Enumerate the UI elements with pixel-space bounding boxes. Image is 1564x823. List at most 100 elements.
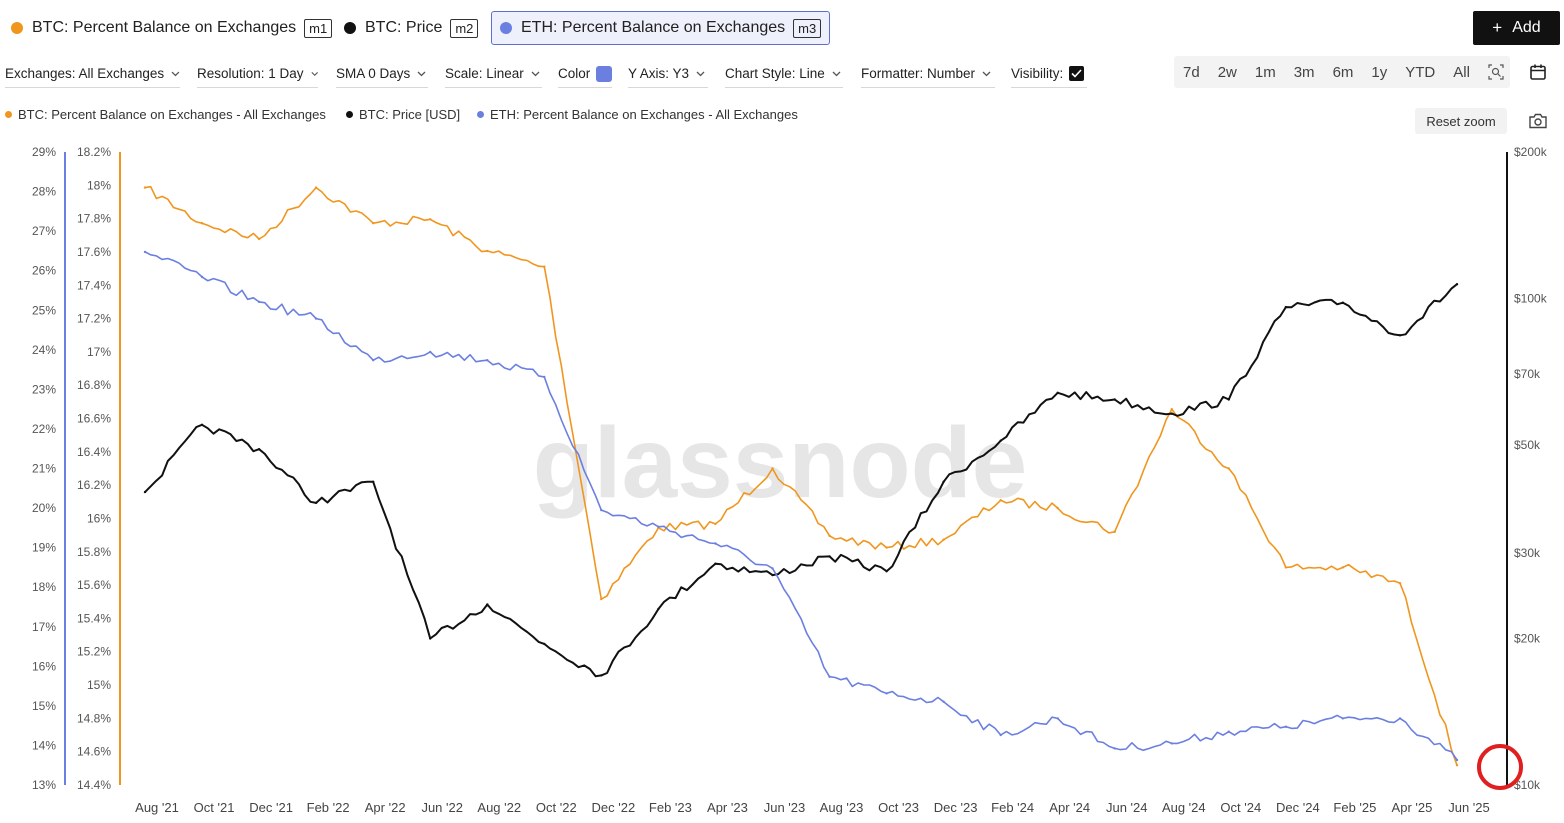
x-tick-label: Aug '23 [820,800,864,815]
series-line[interactable] [144,251,1458,761]
checkbox-checked-icon [1069,66,1085,81]
data-point [885,692,888,695]
add-metric-button[interactable]: + Add [1473,11,1560,45]
range-1y[interactable]: 1y [1371,63,1388,81]
y1-tick-label: 17% [32,620,56,634]
visibility-label: Visibility: [1011,66,1064,81]
color-picker[interactable]: Color [558,60,612,88]
y1-tick-label: 27% [32,224,56,238]
yaxis-label: Y Axis: Y3 [628,66,690,81]
data-point [257,448,261,451]
y1-tick-label: 13% [32,778,56,792]
data-point [314,501,318,505]
range-1m[interactable]: 1m [1254,63,1276,81]
x-tick-label: Feb '25 [1333,800,1376,815]
exchanges-dropdown[interactable]: Exchanges: All Exchanges [5,60,180,88]
data-point [1284,725,1288,728]
metric-tab-eth-balance[interactable]: ETH: Percent Balance on Exchanges m3 [491,11,831,45]
plus-icon: + [1492,18,1503,37]
data-point [200,423,204,426]
scale-dropdown[interactable]: Scale: Linear [445,60,542,88]
series-line[interactable] [144,283,1458,678]
legend-item-eth-balance[interactable]: ETH: Percent Balance on Exchanges - All … [477,107,798,122]
reset-zoom-button[interactable]: Reset zoom [1415,108,1507,134]
data-point [657,525,660,528]
legend-item-btc-price[interactable]: BTC: Price [USD] [346,107,460,122]
chevron-down-icon [417,71,426,76]
x-tick-label: Aug '22 [477,800,521,815]
data-point [1455,758,1459,762]
watermark: glassnode [533,407,1028,519]
resolution-dropdown[interactable]: Resolution: 1 Day [197,60,318,88]
y3-axis-ticks: $200k $100k $70k $50k $30k $20k $10k [1514,145,1548,792]
x-tick-label: Oct '23 [878,800,919,815]
y2-tick-label: 15.6% [77,578,111,592]
y2-tick-label: 14.4% [77,778,111,792]
y2-tick-label: 17.8% [77,212,111,226]
series-lines [143,185,1459,767]
y3-tick-label: $30k [1514,546,1541,560]
data-point [828,675,831,678]
data-point [143,250,147,254]
y1-tick-label: 24% [32,343,56,357]
y3-tick-label: $70k [1514,367,1541,381]
yaxis-dropdown[interactable]: Y Axis: Y3 [628,60,708,88]
range-all[interactable]: All [1453,63,1470,81]
chevron-down-icon [311,71,318,76]
data-point [1113,398,1116,401]
legend-item-btc-balance[interactable]: BTC: Percent Balance on Exchanges - All … [5,107,326,122]
formatter-dropdown[interactable]: Formatter: Number [861,60,995,88]
sma-dropdown[interactable]: SMA 0 Days [336,60,428,88]
series-line[interactable] [144,185,1458,766]
visibility-toggle[interactable]: Visibility: [1011,60,1087,88]
x-tick-label: Jun '23 [764,800,806,815]
range-6m[interactable]: 6m [1332,63,1354,81]
x-tick-label: Oct '21 [194,800,235,815]
range-3m[interactable]: 3m [1293,63,1315,81]
data-point [1455,283,1459,286]
data-point [771,467,774,470]
data-point [1455,764,1459,767]
y2-tick-label: 17% [87,345,111,359]
y2-tick-label: 16% [87,511,111,525]
series-color-dot [344,22,356,34]
y2-tick-label: 16.4% [77,445,111,459]
data-point [1056,391,1059,394]
data-point [543,265,546,268]
data-point [372,359,375,362]
y1-tick-label: 25% [32,303,56,317]
metric-tag: m1 [304,18,333,38]
metric-tab-label: BTC: Percent Balance on Exchanges [32,19,297,36]
range-ytd[interactable]: YTD [1405,63,1436,81]
x-tick-label: Dec '24 [1276,800,1320,815]
range-2w[interactable]: 2w [1217,63,1237,81]
x-tick-label: Aug '24 [1162,800,1206,815]
x-tick-label: Dec '22 [592,800,636,815]
data-point [1056,717,1059,720]
zoom-icon[interactable] [1479,56,1513,88]
chart-style-label: Chart Style: Line [725,66,825,81]
camera-icon[interactable] [1528,112,1548,130]
y3-tick-label: $20k [1514,632,1541,646]
color-label: Color [558,66,591,81]
chart-style-dropdown[interactable]: Chart Style: Line [725,60,843,88]
data-point [1170,742,1174,745]
data-point [200,275,204,279]
data-point [1227,730,1231,733]
legend-dot [5,111,12,118]
data-point [257,237,261,241]
calendar-button[interactable] [1518,54,1558,90]
chart-area[interactable]: glassnode 29% 28% 27% 26% 25% 24% 23% 22% 21% 20%… [0,140,1564,823]
metric-tag: m3 [793,18,822,38]
metric-tab-btc-price[interactable]: BTC: Price m2 [335,11,487,45]
range-7d[interactable]: 7d [1183,63,1200,81]
data-point [885,546,888,549]
metric-tab-label: ETH: Percent Balance on Exchanges [521,19,786,36]
chevron-down-icon [832,71,841,76]
data-point [999,733,1002,737]
metric-tab-btc-balance[interactable]: BTC: Percent Balance on Exchanges m1 [2,11,341,45]
metric-tag: m2 [450,18,479,38]
y3-tick-label: $50k [1514,438,1541,452]
y2-tick-label: 17.2% [77,312,111,326]
data-point [372,480,375,483]
